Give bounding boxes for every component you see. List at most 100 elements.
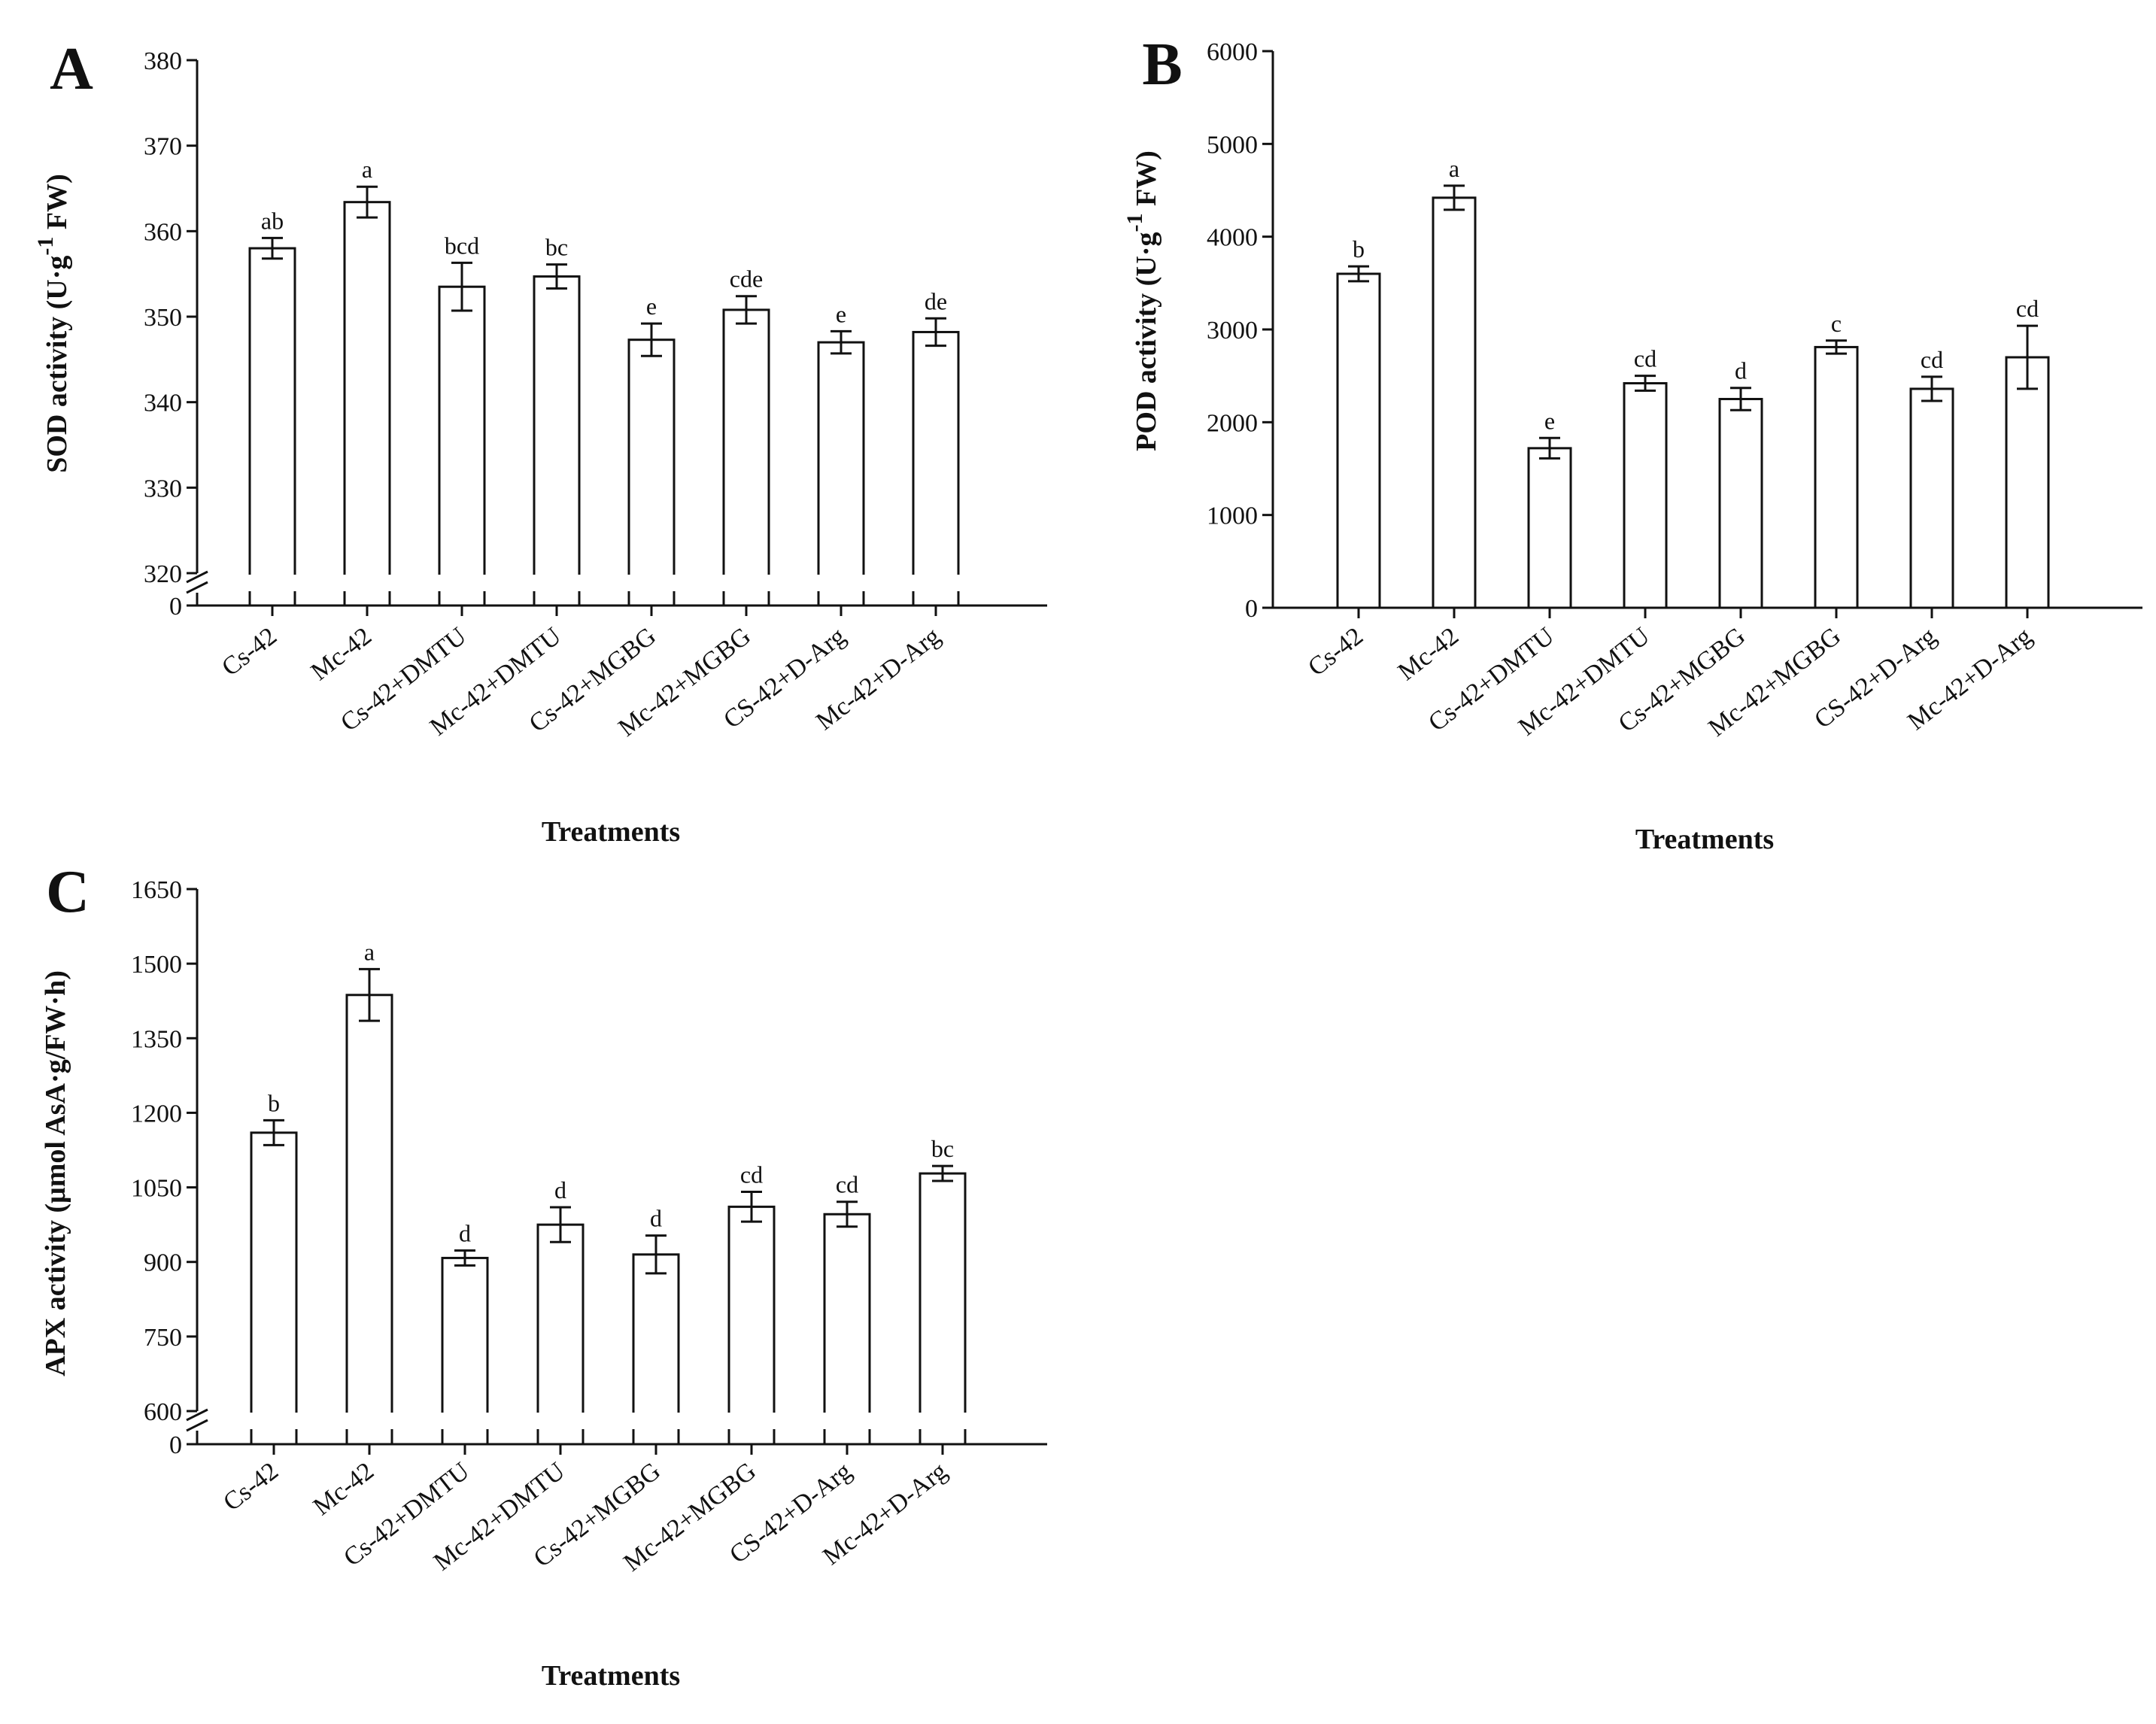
y-tick-label: 1500 [131,951,182,979]
significance-label: de [925,287,947,314]
panel-a-chart: A0320330340350360370380abCs-42aMc-42bcdC… [33,36,1047,848]
y-tick-label: 0 [169,1431,182,1459]
significance-label: a [364,938,375,965]
significance-label: bc [545,234,568,261]
y-axis-title-superscript: -1 [33,237,58,256]
y-tick-label: 380 [144,47,182,75]
axis-break-mark [186,570,208,584]
y-tick-label: 370 [144,133,182,161]
bar [2005,356,2050,609]
panel-c-chart: C 0 600 750 900 1050 1200 1350 1500 1650 b Cs-42 a Mc… [40,859,1047,1692]
bar-break-gap [627,575,676,591]
bar-break-gap [438,575,486,591]
bar [1432,196,1477,609]
y-axis-title: SOD activity (U·g-1 FW) [33,174,73,473]
panel-letter: C [46,859,90,925]
bar-break-gap [823,1413,871,1429]
significance-label: cd [836,1171,858,1198]
bar [1909,387,1954,609]
axis-break-mark [186,1419,208,1432]
bar [823,1213,871,1446]
axis-break-mark [186,1408,208,1422]
bar [248,247,296,607]
bar [1623,382,1668,609]
y-tick-label: 340 [144,390,182,417]
y-axis-title-main: POD activity (U·g [1131,232,1162,451]
bar [1336,272,1381,609]
bar [250,1131,298,1446]
bar-break-gap [248,575,296,591]
y-tick-label: 1350 [131,1025,182,1053]
y-tick-label: 1050 [131,1175,182,1203]
significance-label: e [1544,407,1555,434]
axis-break-mark [186,581,208,594]
significance-label: a [1449,155,1459,182]
x-axis-title: Treatments [1635,824,1774,855]
significance-label: cd [1634,345,1656,372]
bar [533,275,581,607]
y-tick-label: 3000 [1207,317,1258,344]
bar [919,1172,967,1446]
significance-label: ab [261,207,284,234]
y-tick-label: 5000 [1207,131,1258,159]
bar [817,341,865,607]
significance-label: b [268,1089,280,1116]
panel-letter: B [1142,32,1182,98]
bar-break-gap [912,575,960,591]
significance-label: cd [2016,295,2039,322]
y-tick-label: 1000 [1207,502,1258,530]
x-axis-title: Treatments [542,816,680,848]
bar [627,338,676,607]
x-tick-label: Cs-42 [217,622,282,681]
y-axis-title-superscript: -1 [1122,214,1147,232]
y-tick-label: 330 [144,475,182,502]
y-tick-label: 4000 [1207,224,1258,252]
y-tick-label: 900 [144,1249,182,1277]
x-tick-label: Cs-42 [218,1457,284,1516]
y-tick-label: 0 [169,593,182,621]
y-axis-title-unit: FW) [41,174,73,236]
y-tick-label: 1650 [131,876,182,904]
bar [343,201,391,607]
significance-label: cd [1921,346,1943,373]
bar-break-gap [343,575,391,591]
x-tick-label: Mc-42 [308,1457,379,1521]
significance-label: b [1353,235,1365,263]
x-tick-label: Cs-42 [1303,622,1368,681]
panel-letter: A [50,36,93,102]
bar [1718,398,1763,609]
bar [536,1223,585,1446]
significance-label: e [836,300,846,327]
bar [1814,345,1859,609]
significance-label: c [1831,310,1842,337]
significance-label: d [459,1220,471,1247]
y-tick-label: 750 [144,1324,182,1352]
bar-break-gap [533,575,581,591]
y-tick-label: 320 [144,560,182,588]
significance-label: d [650,1205,662,1232]
bar-break-gap [727,1413,776,1429]
y-axis-title: APX activity (μmol AsA·g/FW·h) [40,970,71,1376]
bar [1527,447,1572,609]
significance-label: d [1735,357,1747,384]
bar-break-gap [441,1413,489,1429]
y-axis-title-unit: FW) [1131,150,1162,213]
y-tick-label: 0 [1245,595,1258,623]
significance-label: bcd [445,232,479,259]
bar-break-gap [250,1413,298,1429]
bar [722,308,770,607]
significance-label: e [646,293,657,320]
bar [727,1205,776,1446]
y-tick-label: 600 [144,1398,182,1426]
y-tick-label: 350 [144,304,182,332]
bar-break-gap [919,1413,967,1429]
bar [912,330,960,607]
bar-break-gap [817,575,865,591]
y-tick-label: 2000 [1207,409,1258,437]
significance-label: bc [931,1135,954,1162]
significance-label: a [362,156,372,183]
y-tick-label: 1200 [131,1100,182,1128]
bar-break-gap [722,575,770,591]
bar-break-gap [536,1413,585,1429]
